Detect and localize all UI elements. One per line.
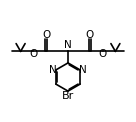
- Text: O: O: [29, 49, 38, 59]
- Text: N: N: [64, 40, 72, 50]
- Text: O: O: [86, 30, 94, 40]
- Text: O: O: [98, 49, 107, 59]
- Text: N: N: [49, 65, 57, 75]
- Text: Br: Br: [62, 91, 74, 101]
- Text: O: O: [42, 30, 50, 40]
- Text: N: N: [79, 65, 87, 75]
